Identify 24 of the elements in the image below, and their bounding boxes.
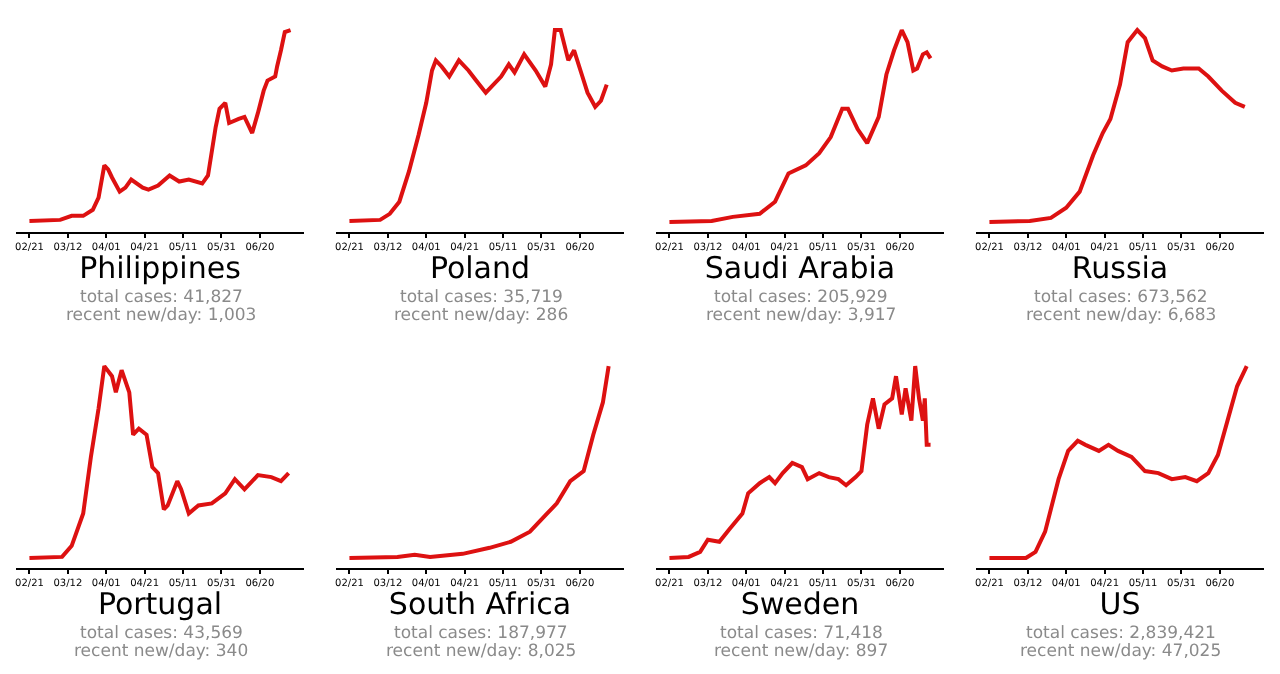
text: Russia: [1071, 249, 1169, 286]
text: total cases: 41,827: [80, 288, 243, 308]
text: total cases: 187,977: [394, 624, 568, 644]
text: Portugal: [97, 585, 223, 622]
text: total cases: 35,719: [400, 288, 563, 308]
text: recent new/day: 897: [714, 642, 889, 662]
text: total cases: 71,418: [720, 624, 883, 644]
text: recent new/day: 340: [74, 642, 249, 662]
text: South Africa: [388, 585, 572, 622]
text: recent new/day: 1,003: [66, 306, 257, 326]
text: total cases: 673,562: [1034, 288, 1208, 308]
text: recent new/day: 6,683: [1026, 306, 1217, 326]
text: recent new/day: 8,025: [386, 642, 577, 662]
text: recent new/day: 286: [394, 306, 569, 326]
text: Saudi Arabia: [704, 249, 896, 286]
text: recent new/day: 3,917: [706, 306, 897, 326]
text: Poland: [429, 249, 531, 286]
text: total cases: 2,839,421: [1026, 624, 1216, 644]
text: recent new/day: 47,025: [1020, 642, 1222, 662]
text: total cases: 43,569: [80, 624, 243, 644]
text: total cases: 205,929: [714, 288, 888, 308]
text: US: [1099, 585, 1141, 622]
text: Philippines: [79, 249, 242, 286]
text: Sweden: [740, 585, 860, 622]
